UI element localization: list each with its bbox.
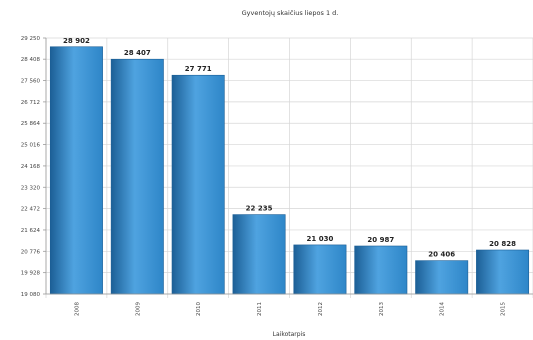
- x-tick-label: 2013: [379, 302, 385, 316]
- x-tick-label: 2008: [74, 302, 80, 316]
- y-axis: 19 080 19 928 20 776 21 624 22 472 23 320 24 1…: [21, 36, 47, 298]
- data-label: 22 235: [246, 205, 273, 213]
- y-tick-label: 27 560: [21, 79, 41, 85]
- x-tick-label: 2015: [501, 302, 507, 316]
- y-tick-label: 29 250: [21, 36, 41, 42]
- bar: [293, 244, 347, 295]
- data-label: 28 407: [124, 49, 151, 57]
- x-tick-label: 2011: [257, 302, 263, 316]
- x-axis: 2008 2009 2010 2011 2012 2013 2014 2015: [46, 293, 533, 316]
- y-tick-label: 19 928: [21, 271, 41, 277]
- y-tick-label: 21 624: [21, 228, 41, 234]
- data-labels: 28 902 28 407 27 771 22 235 21 030 20 987 20 4…: [63, 37, 516, 259]
- x-tick-label: 2010: [196, 302, 202, 316]
- y-tick-label: 19 080: [21, 292, 41, 298]
- bar: [171, 74, 225, 295]
- bar: [476, 249, 530, 295]
- y-tick-label: 25 864: [21, 121, 41, 127]
- bar: [415, 260, 469, 295]
- bar: [232, 214, 286, 295]
- data-label: 20 987: [367, 236, 394, 244]
- data-label: 27 771: [185, 65, 212, 73]
- bar: [49, 46, 103, 295]
- y-tick-label: 26 712: [21, 100, 40, 106]
- y-tick-label: 20 776: [21, 249, 41, 255]
- y-tick-label: 23 320: [21, 185, 41, 191]
- chart-title: Gyventojų skaičius liepos 1 d.: [242, 9, 339, 17]
- bars: [49, 46, 530, 295]
- data-label: 28 902: [63, 37, 90, 45]
- y-tick-label: 24 168: [21, 164, 41, 170]
- bar: [354, 245, 408, 295]
- data-label: 20 406: [428, 251, 455, 259]
- data-label: 20 828: [489, 240, 516, 248]
- x-axis-title: Laikotarpis: [273, 331, 306, 338]
- x-tick-label: 2014: [440, 302, 446, 316]
- y-tick-label: 22 472: [21, 207, 40, 213]
- x-tick-label: 2012: [318, 302, 324, 316]
- x-tick-label: 2009: [135, 302, 141, 316]
- bar: [110, 58, 164, 295]
- data-label: 21 030: [307, 235, 334, 243]
- y-tick-label: 28 408: [21, 57, 41, 63]
- y-tick-label: 25 016: [21, 143, 41, 149]
